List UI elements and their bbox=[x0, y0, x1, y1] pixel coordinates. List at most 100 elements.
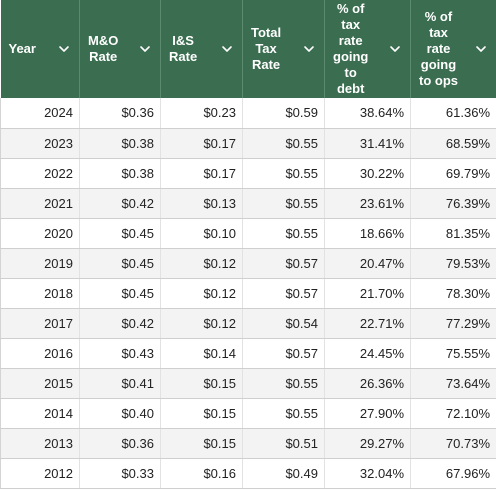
cell-pct-to-debt: 32.04% bbox=[324, 458, 411, 489]
cell-mo-rate: $0.33 bbox=[79, 458, 161, 489]
table-row: 2019 $0.45 $0.12 $0.57 20.47% 79.53% bbox=[0, 248, 496, 279]
cell-year: 2012 bbox=[0, 458, 80, 489]
header-row: Year M&O Rate I&S Rate Total Tax Rate% of tax rat… bbox=[0, 0, 496, 98]
cell-pct-to-debt: 24.45% bbox=[324, 338, 411, 369]
cell-pct-to-ops: 76.39% bbox=[410, 188, 496, 219]
cell-total-tax-rate: $0.57 bbox=[242, 278, 325, 309]
cell-pct-to-ops: 77.29% bbox=[410, 308, 496, 339]
cell-is-rate: $0.16 bbox=[160, 458, 243, 489]
cell-pct-to-debt: 38.64% bbox=[324, 98, 411, 129]
cell-total-tax-rate: $0.51 bbox=[242, 428, 325, 459]
cell-is-rate: $0.17 bbox=[160, 158, 243, 189]
header-label-line: Rate bbox=[89, 49, 118, 64]
cell-year: 2020 bbox=[0, 218, 80, 249]
header-label-line: Year bbox=[8, 41, 36, 57]
cell-mo-rate: $0.45 bbox=[79, 278, 161, 309]
chevron-down-icon[interactable] bbox=[474, 42, 488, 56]
cell-year: 2018 bbox=[0, 278, 80, 309]
column-header-total-tax-rate[interactable]: Total Tax Rate bbox=[242, 0, 325, 98]
table-row: 2021 $0.42 $0.13 $0.55 23.61% 76.39% bbox=[0, 188, 496, 219]
cell-year: 2017 bbox=[0, 308, 80, 339]
cell-total-tax-rate: $0.57 bbox=[242, 338, 325, 369]
cell-pct-to-ops: 78.30% bbox=[410, 278, 496, 309]
cell-pct-to-debt: 23.61% bbox=[324, 188, 411, 219]
table-header: Year M&O Rate I&S Rate Total Tax Rate% of tax rat… bbox=[0, 0, 496, 98]
chevron-down-icon[interactable] bbox=[388, 42, 402, 56]
header-label-line: to ops bbox=[419, 73, 458, 88]
header-label-line: rate bbox=[426, 41, 451, 56]
cell-pct-to-ops: 69.79% bbox=[410, 158, 496, 189]
column-header-pct-to-debt[interactable]: % of tax rate going to debt bbox=[324, 0, 411, 98]
cell-mo-rate: $0.36 bbox=[79, 98, 161, 129]
cell-is-rate: $0.14 bbox=[160, 338, 243, 369]
column-header-label: I&S Rate bbox=[169, 33, 197, 65]
cell-pct-to-debt: 22.71% bbox=[324, 308, 411, 339]
cell-pct-to-ops: 75.55% bbox=[410, 338, 496, 369]
cell-mo-rate: $0.42 bbox=[79, 308, 161, 339]
column-header-year[interactable]: Year bbox=[0, 0, 80, 98]
column-header-label: Total Tax Rate bbox=[251, 25, 281, 73]
column-header-label: M&O Rate bbox=[88, 33, 118, 65]
cell-pct-to-debt: 29.27% bbox=[324, 428, 411, 459]
header-label-line: Tax bbox=[255, 41, 277, 56]
column-header-label: Year bbox=[9, 41, 36, 57]
table-body: 2024 $0.36 $0.23 $0.59 38.64% 61.36% 2023 $0.38… bbox=[0, 98, 496, 489]
cell-year: 2021 bbox=[0, 188, 80, 219]
chevron-down-icon[interactable] bbox=[302, 42, 316, 56]
chevron-down-icon[interactable] bbox=[57, 42, 71, 56]
cell-total-tax-rate: $0.55 bbox=[242, 158, 325, 189]
header-label-line: M&O bbox=[88, 33, 119, 48]
chevron-down-icon[interactable] bbox=[138, 42, 152, 56]
cell-is-rate: $0.12 bbox=[160, 278, 243, 309]
cell-pct-to-debt: 20.47% bbox=[324, 248, 411, 279]
cell-pct-to-debt: 21.70% bbox=[324, 278, 411, 309]
column-header-pct-to-ops[interactable]: % of tax rate going to ops bbox=[410, 0, 496, 98]
cell-mo-rate: $0.45 bbox=[79, 248, 161, 279]
cell-is-rate: $0.12 bbox=[160, 248, 243, 279]
cell-total-tax-rate: $0.55 bbox=[242, 128, 325, 159]
cell-pct-to-debt: 27.90% bbox=[324, 398, 411, 429]
cell-is-rate: $0.17 bbox=[160, 128, 243, 159]
cell-is-rate: $0.15 bbox=[160, 398, 243, 429]
cell-total-tax-rate: $0.55 bbox=[242, 398, 325, 429]
table-row: 2023 $0.38 $0.17 $0.55 31.41% 68.59% bbox=[0, 128, 496, 159]
cell-mo-rate: $0.36 bbox=[79, 428, 161, 459]
table-row: 2022 $0.38 $0.17 $0.55 30.22% 69.79% bbox=[0, 158, 496, 189]
header-label-line: Rate bbox=[251, 57, 281, 72]
column-header-is-rate[interactable]: I&S Rate bbox=[160, 0, 243, 98]
header-label-line: going bbox=[333, 49, 369, 64]
cell-pct-to-debt: 26.36% bbox=[324, 368, 411, 399]
cell-pct-to-ops: 61.36% bbox=[410, 98, 496, 129]
cell-year: 2016 bbox=[0, 338, 80, 369]
cell-pct-to-ops: 73.64% bbox=[410, 368, 496, 399]
cell-pct-to-debt: 30.22% bbox=[324, 158, 411, 189]
cell-pct-to-ops: 67.96% bbox=[410, 458, 496, 489]
cell-total-tax-rate: $0.57 bbox=[242, 248, 325, 279]
cell-total-tax-rate: $0.59 bbox=[242, 98, 325, 129]
cell-mo-rate: $0.38 bbox=[79, 158, 161, 189]
header-label-line: to bbox=[344, 65, 357, 80]
table-row: 2020 $0.45 $0.10 $0.55 18.66% 81.35% bbox=[0, 218, 496, 249]
header-label-line: Total bbox=[251, 25, 282, 40]
table-row: 2016 $0.43 $0.14 $0.57 24.45% 75.55% bbox=[0, 338, 496, 369]
table-row: 2013 $0.36 $0.15 $0.51 29.27% 70.73% bbox=[0, 428, 496, 459]
cell-pct-to-debt: 31.41% bbox=[324, 128, 411, 159]
cell-total-tax-rate: $0.55 bbox=[242, 188, 325, 219]
column-header-mo-rate[interactable]: M&O Rate bbox=[79, 0, 161, 98]
cell-is-rate: $0.15 bbox=[160, 368, 243, 399]
cell-mo-rate: $0.41 bbox=[79, 368, 161, 399]
cell-is-rate: $0.12 bbox=[160, 308, 243, 339]
chevron-down-icon[interactable] bbox=[220, 42, 234, 56]
cell-pct-to-ops: 81.35% bbox=[410, 218, 496, 249]
header-label-line: debt bbox=[336, 81, 365, 96]
table-row: 2014 $0.40 $0.15 $0.55 27.90% 72.10% bbox=[0, 398, 496, 429]
cell-year: 2014 bbox=[0, 398, 80, 429]
header-label-line: I&S bbox=[172, 33, 194, 48]
cell-mo-rate: $0.40 bbox=[79, 398, 161, 429]
cell-year: 2022 bbox=[0, 158, 80, 189]
cell-year: 2015 bbox=[0, 368, 80, 399]
cell-pct-to-ops: 70.73% bbox=[410, 428, 496, 459]
header-label-line: tax bbox=[341, 17, 361, 32]
header-label-line: Rate bbox=[169, 49, 198, 64]
